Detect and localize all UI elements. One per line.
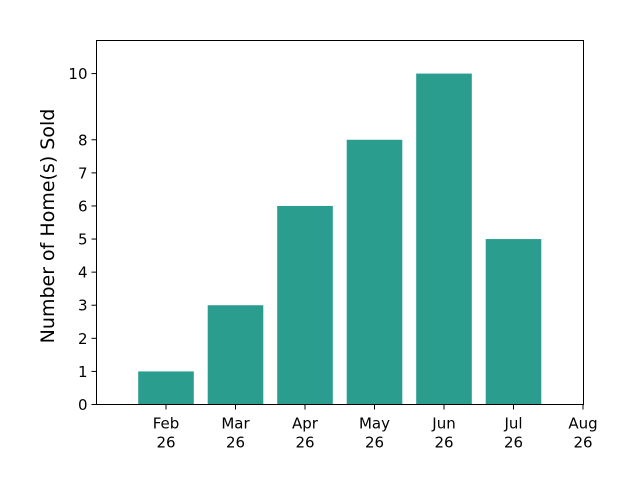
x-tick-label: Jun 26 — [431, 415, 455, 452]
x-axis: Feb 26 Mar 26 Apr 26 May 26 Jun 26 Jul 26 Aug 26 — [153, 404, 598, 452]
x-tick-label: May 26 — [359, 415, 390, 452]
bar-jul-26 — [485, 239, 542, 405]
x-tick-label: Jul 26 — [503, 415, 523, 452]
y-tick-label: 6 — [78, 197, 88, 215]
x-tick-label: Feb 26 — [153, 415, 180, 452]
bar-feb-26 — [138, 371, 194, 405]
x-tick-label: Aug 26 — [568, 415, 597, 452]
y-tick-label: 8 — [78, 131, 88, 149]
y-tick-label: 1 — [78, 363, 88, 381]
bar-may-26 — [346, 139, 403, 405]
bars-group — [138, 73, 542, 405]
plot-frame — [96, 40, 584, 405]
y-tick-label: 0 — [78, 396, 88, 414]
y-tick-label: 10 — [68, 65, 87, 83]
bar-jun-26 — [416, 73, 472, 405]
y-axis-label: Number of Home(s) Sold — [37, 109, 59, 344]
x-tick-label: Mar 26 — [221, 415, 250, 452]
y-axis: 0 1 2 3 4 5 6 7 8 10 — [68, 65, 97, 414]
x-tick-label: Apr 26 — [292, 415, 319, 452]
y-tick-label: 2 — [78, 330, 88, 348]
y-tick-label: 7 — [78, 164, 88, 182]
bar-apr-26 — [277, 205, 333, 405]
bar-mar-26 — [207, 305, 264, 405]
y-tick-label: 5 — [78, 231, 88, 249]
y-tick-label: 4 — [78, 264, 88, 282]
y-tick-label: 3 — [78, 297, 88, 315]
